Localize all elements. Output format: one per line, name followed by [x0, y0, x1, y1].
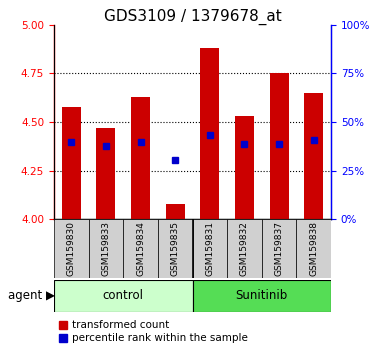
Bar [296, 219, 331, 278]
Legend: transformed count, percentile rank within the sample: transformed count, percentile rank withi… [59, 320, 248, 343]
Bar [96, 128, 116, 219]
Bar [270, 74, 289, 219]
Bar [235, 116, 254, 219]
Text: GSM159838: GSM159838 [309, 221, 318, 276]
Text: GSM159837: GSM159837 [275, 221, 284, 276]
Text: GSM159832: GSM159832 [240, 221, 249, 276]
Text: agent ▶: agent ▶ [8, 289, 55, 302]
Bar [262, 219, 296, 278]
Text: GSM159835: GSM159835 [171, 221, 180, 276]
Bar [192, 280, 331, 312]
Bar [54, 280, 192, 312]
Title: GDS3109 / 1379678_at: GDS3109 / 1379678_at [104, 8, 281, 25]
Bar [227, 219, 262, 278]
Bar [62, 107, 81, 219]
Bar [192, 219, 227, 278]
Bar [304, 93, 323, 219]
Text: Sunitinib: Sunitinib [236, 289, 288, 302]
Text: control: control [103, 289, 144, 302]
Bar [123, 219, 158, 278]
Bar [131, 97, 150, 219]
Bar [158, 219, 192, 278]
Text: GSM159834: GSM159834 [136, 221, 145, 276]
Bar [89, 219, 123, 278]
Bar [200, 48, 219, 219]
Text: GSM159830: GSM159830 [67, 221, 76, 276]
Bar [166, 204, 185, 219]
Bar [54, 219, 89, 278]
Text: GSM159831: GSM159831 [205, 221, 214, 276]
Text: GSM159833: GSM159833 [101, 221, 110, 276]
